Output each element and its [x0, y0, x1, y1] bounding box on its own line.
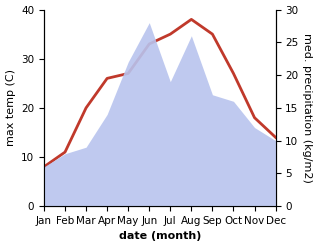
Y-axis label: max temp (C): max temp (C) — [5, 69, 16, 146]
Y-axis label: med. precipitation (kg/m2): med. precipitation (kg/m2) — [302, 33, 313, 183]
X-axis label: date (month): date (month) — [119, 231, 201, 242]
